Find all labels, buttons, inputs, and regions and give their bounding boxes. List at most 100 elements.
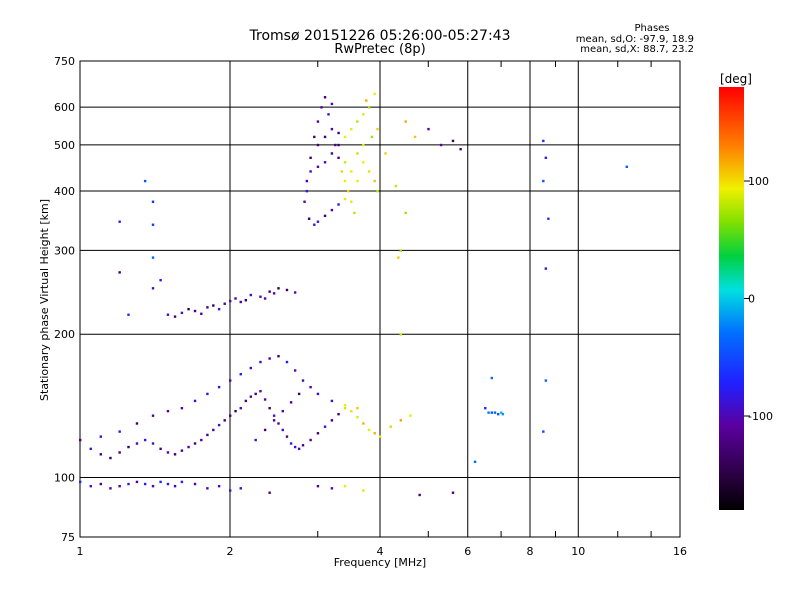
data-point xyxy=(254,392,257,396)
data-point xyxy=(293,369,297,372)
data-point xyxy=(277,422,280,425)
data-point xyxy=(330,487,334,490)
data-point xyxy=(330,152,334,155)
grid-lines xyxy=(80,61,680,537)
data-point xyxy=(293,445,297,449)
data-point xyxy=(305,179,309,183)
data-point xyxy=(89,484,92,488)
data-point xyxy=(343,197,347,201)
data-point xyxy=(334,143,337,147)
data-point xyxy=(313,135,316,139)
data-point xyxy=(272,292,276,295)
data-point xyxy=(173,315,177,318)
data-point xyxy=(79,480,82,484)
data-point xyxy=(187,445,190,449)
data-point xyxy=(346,189,350,193)
data-point xyxy=(166,451,170,454)
data-point xyxy=(389,425,392,428)
data-point xyxy=(544,267,548,270)
data-point xyxy=(316,165,320,168)
data-point xyxy=(206,487,209,490)
data-point xyxy=(542,139,545,143)
data-point xyxy=(143,179,147,183)
data-point xyxy=(118,220,121,223)
data-point xyxy=(143,438,147,442)
data-point xyxy=(316,392,320,396)
data-point xyxy=(330,399,334,403)
y-tick-label: 300 xyxy=(54,244,75,257)
colorbar-label: [deg] xyxy=(720,72,752,86)
data-point xyxy=(259,360,262,364)
data-point xyxy=(301,444,305,447)
data-point xyxy=(367,170,371,173)
data-point xyxy=(180,449,184,452)
data-point xyxy=(263,398,267,401)
data-point xyxy=(249,366,253,370)
data-point xyxy=(343,406,347,410)
data-point xyxy=(399,249,403,252)
data-point xyxy=(309,438,312,442)
data-point xyxy=(379,435,382,438)
data-point xyxy=(343,161,347,164)
data-point xyxy=(625,165,628,168)
data-point xyxy=(151,287,155,290)
data-point xyxy=(127,445,130,449)
data-point xyxy=(212,428,215,432)
data-point xyxy=(223,302,226,305)
data-point xyxy=(356,406,359,410)
data-point xyxy=(180,311,184,315)
data-point xyxy=(217,385,221,389)
data-point xyxy=(309,156,312,160)
data-point xyxy=(343,179,347,183)
data-point xyxy=(259,295,262,298)
data-point xyxy=(166,409,170,413)
colorbar-ticks: 100 0 -100 xyxy=(744,175,773,423)
data-point xyxy=(356,120,359,123)
data-point xyxy=(350,170,353,173)
data-point xyxy=(365,99,368,102)
data-point xyxy=(193,399,197,403)
data-point xyxy=(200,438,203,442)
data-point xyxy=(487,411,490,414)
data-point xyxy=(413,135,417,139)
data-point xyxy=(127,313,130,316)
data-point xyxy=(187,307,190,311)
data-point xyxy=(268,406,271,410)
data-point xyxy=(285,360,289,364)
data-point xyxy=(303,200,306,203)
data-point xyxy=(289,442,293,445)
data-point xyxy=(451,491,455,494)
colorbar: [deg] 100 0 -100 xyxy=(719,72,773,510)
data-point xyxy=(151,200,155,203)
data-point xyxy=(259,389,262,393)
data-point xyxy=(285,435,289,438)
data-point xyxy=(316,143,320,147)
data-point xyxy=(135,422,139,425)
data-point xyxy=(206,306,209,309)
data-point xyxy=(151,442,155,445)
data-point xyxy=(330,208,334,212)
data-point xyxy=(309,385,312,389)
data-point xyxy=(362,422,365,425)
data-point xyxy=(109,456,112,460)
phases-mean-o: mean, sd,O: -97.9, 18.9 xyxy=(576,34,694,45)
data-point xyxy=(542,430,545,433)
data-point xyxy=(297,447,301,451)
data-point xyxy=(293,291,297,294)
data-point xyxy=(301,379,305,382)
data-point xyxy=(473,460,477,464)
y-tick-label: 600 xyxy=(54,101,75,114)
data-point xyxy=(99,453,103,456)
data-point xyxy=(350,200,353,203)
y-tick-label: 100 xyxy=(54,472,75,485)
data-point xyxy=(376,127,379,131)
data-point xyxy=(404,211,407,215)
data-point xyxy=(313,223,316,226)
data-point xyxy=(135,442,139,445)
data-point xyxy=(229,299,232,303)
data-point xyxy=(272,414,276,417)
data-point xyxy=(323,96,327,99)
data-point xyxy=(166,313,170,316)
